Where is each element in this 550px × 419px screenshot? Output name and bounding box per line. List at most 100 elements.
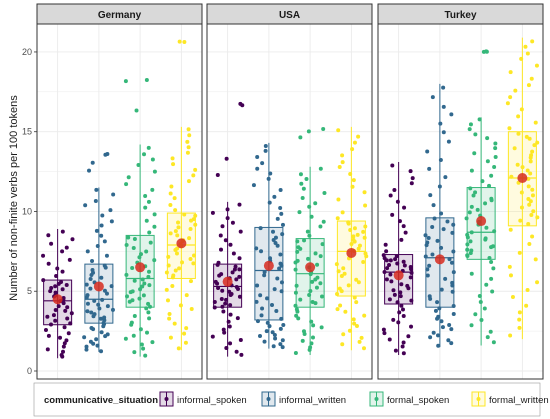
data-point	[409, 324, 414, 329]
data-point	[397, 219, 402, 224]
data-point	[61, 344, 66, 349]
data-point	[347, 328, 352, 333]
legend-box	[33, 382, 541, 417]
data-point	[477, 293, 482, 298]
data-point	[220, 288, 225, 293]
data-point	[188, 279, 193, 284]
data-point	[293, 267, 298, 272]
data-point	[258, 293, 263, 298]
data-point	[191, 173, 196, 178]
data-point	[295, 258, 300, 263]
data-point	[531, 209, 536, 214]
data-point	[267, 324, 272, 329]
data-point	[427, 294, 432, 299]
box-germany-formal-written	[164, 39, 198, 351]
data-point	[131, 333, 136, 338]
data-point	[484, 49, 489, 54]
data-point	[184, 326, 189, 331]
data-point	[237, 267, 242, 272]
data-point	[255, 319, 260, 324]
data-point	[182, 331, 187, 336]
data-point	[275, 216, 280, 221]
legend-label: formal_spoken	[387, 395, 449, 406]
data-point	[356, 246, 361, 251]
data-point	[264, 329, 269, 334]
data-point	[408, 275, 413, 280]
data-point	[393, 257, 398, 262]
data-point	[172, 196, 177, 201]
data-point	[278, 252, 283, 257]
data-point	[313, 201, 318, 206]
data-point	[266, 176, 271, 181]
panel-background	[207, 24, 372, 379]
data-point	[441, 130, 446, 135]
data-point	[104, 253, 109, 258]
data-point	[410, 176, 415, 181]
data-point	[88, 339, 93, 344]
data-point	[92, 298, 97, 303]
data-point	[527, 242, 532, 247]
data-point	[532, 143, 537, 148]
data-point	[142, 152, 147, 157]
data-point	[146, 274, 151, 279]
legend-title: communicative_situation	[44, 395, 158, 406]
data-point	[132, 278, 137, 283]
data-point	[168, 335, 173, 340]
data-point	[168, 202, 173, 207]
data-point	[228, 303, 233, 308]
data-point	[49, 322, 54, 327]
data-point	[141, 346, 146, 351]
data-point	[493, 146, 498, 151]
data-point	[399, 282, 404, 287]
data-point	[46, 333, 51, 338]
data-point	[388, 193, 393, 198]
data-point	[507, 126, 512, 131]
data-point	[319, 325, 324, 330]
data-point	[130, 289, 135, 294]
data-point	[307, 293, 312, 298]
data-point	[387, 337, 392, 342]
data-point	[465, 253, 470, 258]
data-point	[105, 151, 110, 156]
data-point	[405, 283, 410, 288]
data-point	[523, 44, 528, 49]
data-point	[188, 227, 193, 232]
data-point	[403, 230, 408, 235]
data-point	[401, 224, 406, 229]
data-point	[98, 316, 103, 321]
data-point	[87, 168, 92, 173]
data-point	[145, 330, 150, 335]
data-point	[340, 160, 345, 165]
data-point	[385, 266, 390, 271]
data-point	[433, 308, 438, 313]
legend-item-formal-spoken: formal_spoken	[369, 391, 449, 407]
data-point	[397, 310, 402, 315]
data-point	[167, 316, 172, 321]
data-point	[237, 202, 242, 207]
data-point	[318, 254, 323, 259]
data-point	[346, 283, 351, 288]
data-point	[339, 274, 344, 279]
data-point	[430, 95, 435, 100]
data-point	[343, 309, 348, 314]
data-point	[491, 340, 496, 345]
data-point	[187, 236, 192, 241]
data-point	[472, 151, 477, 156]
data-point	[465, 242, 470, 247]
data-point	[95, 343, 100, 348]
data-point	[335, 216, 340, 221]
data-point	[280, 338, 285, 343]
data-point	[95, 244, 100, 249]
data-point	[273, 235, 278, 240]
box-germany-formal-spoken	[123, 78, 157, 358]
data-point	[473, 132, 478, 137]
mean-marker	[222, 276, 233, 287]
data-point	[335, 307, 340, 312]
data-point	[508, 273, 513, 278]
y-tick-label: 0	[27, 366, 32, 376]
data-point	[451, 222, 456, 227]
data-point	[60, 249, 65, 254]
data-point	[484, 225, 489, 230]
data-point	[491, 244, 496, 249]
data-point	[362, 313, 367, 318]
